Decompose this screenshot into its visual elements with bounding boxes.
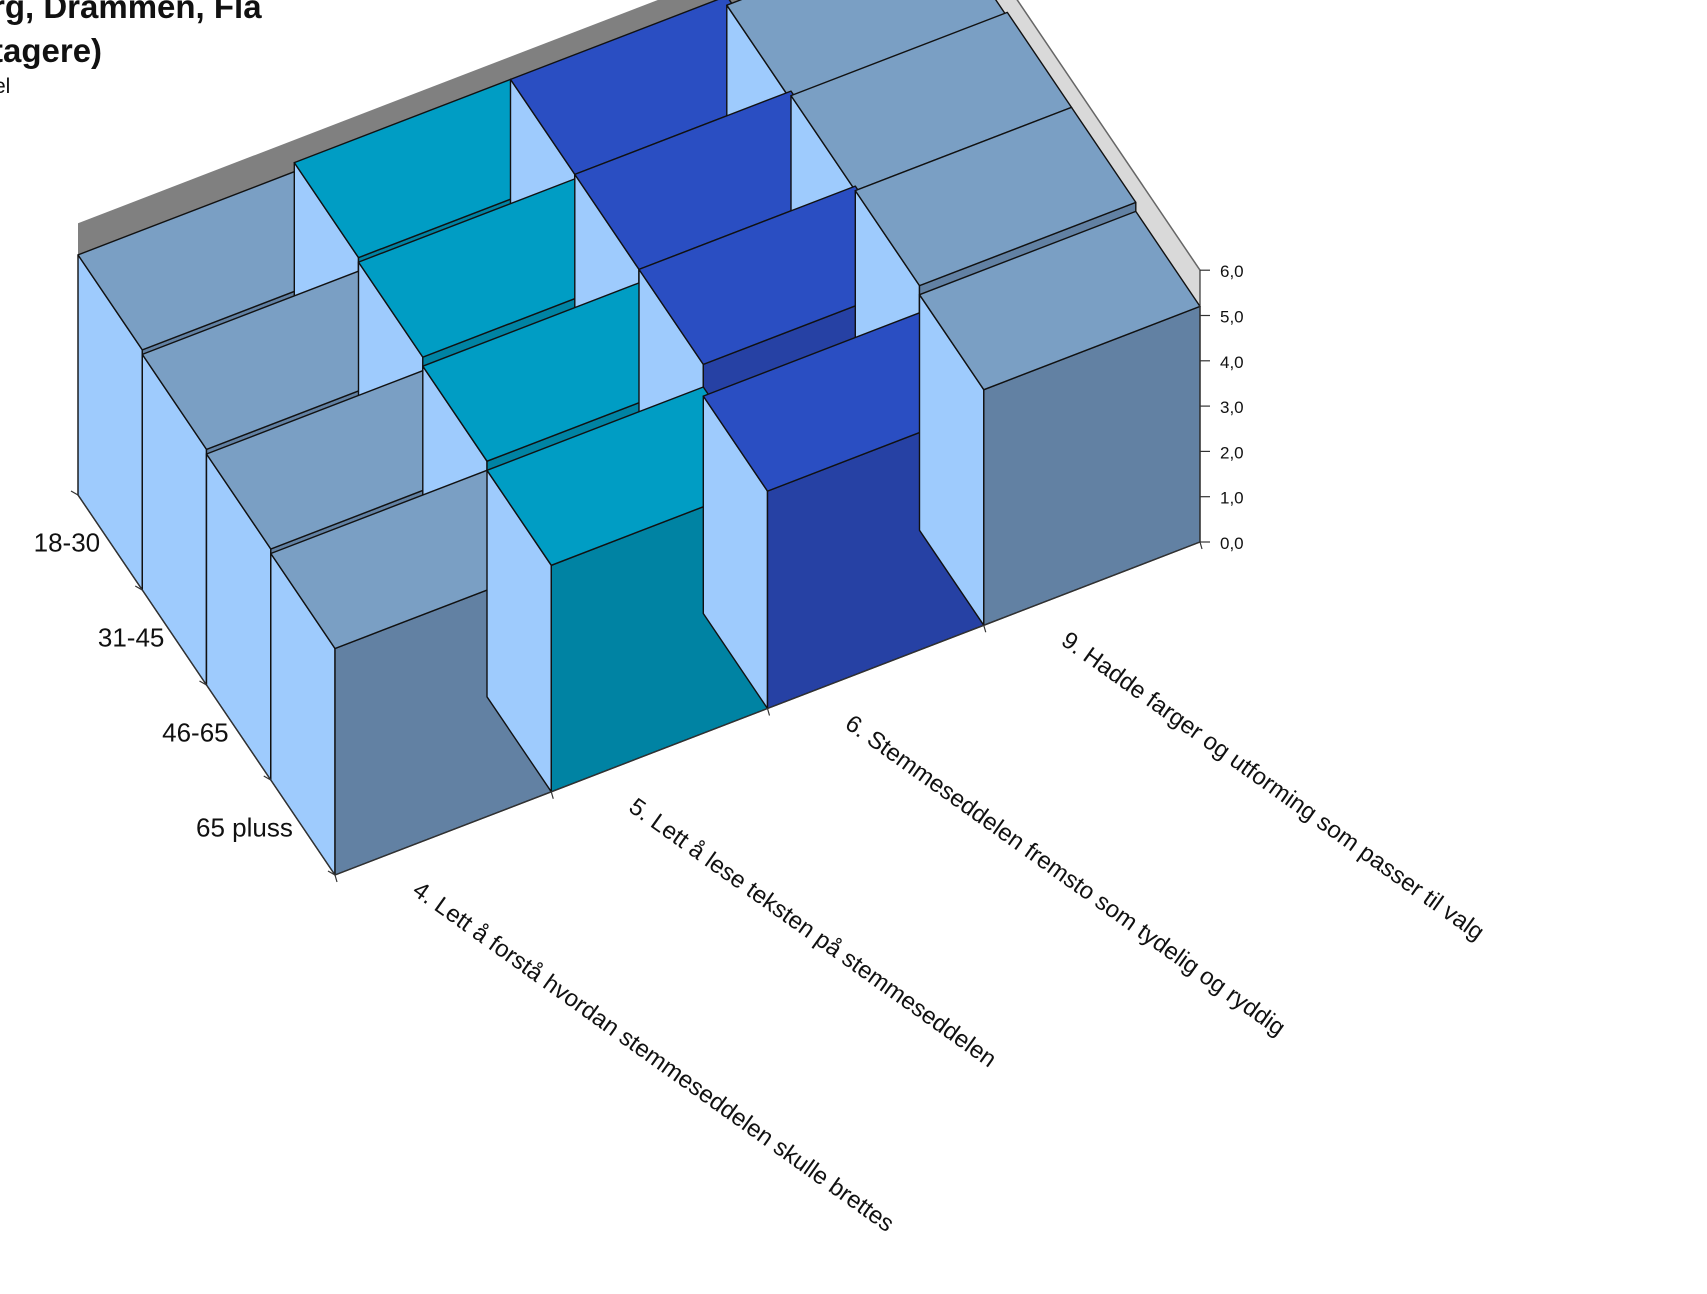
value-tick-label: 3,0 bbox=[1220, 398, 1244, 417]
depth-tick bbox=[327, 870, 336, 876]
value-tick-label: 1,0 bbox=[1220, 489, 1244, 508]
chart-bars bbox=[77, 0, 1201, 876]
chart-title-line-1: rg, Drammen, Fla bbox=[0, 0, 262, 25]
value-tick-label: 5,0 bbox=[1220, 308, 1244, 327]
depth-tick bbox=[70, 490, 79, 496]
category-label-2: 5. Lett å lese teksten på stemmeseddelen bbox=[624, 793, 1001, 1073]
side-wall-top-edge bbox=[1016, 0, 1201, 271]
depth-label-18-30: 18-30 bbox=[34, 528, 101, 558]
chart-subtitle: el bbox=[0, 75, 11, 98]
value-tick-label: 4,0 bbox=[1220, 353, 1244, 372]
category-tick bbox=[334, 874, 338, 883]
chart-title-line-2: tagere) bbox=[0, 32, 103, 69]
category-tick bbox=[1199, 541, 1203, 550]
depth-tick bbox=[134, 585, 143, 591]
depth-label-31-45: 31-45 bbox=[98, 623, 165, 653]
value-tick-label: 6,0 bbox=[1220, 262, 1244, 281]
bar-top-face bbox=[854, 106, 1137, 287]
depth-tick bbox=[263, 775, 272, 781]
value-tick-label: 0,0 bbox=[1220, 534, 1244, 553]
depth-label-65-pluss: 65 pluss bbox=[196, 813, 293, 843]
category-tick bbox=[766, 708, 771, 716]
category-tick bbox=[550, 791, 554, 799]
bar-65-pluss-4 bbox=[918, 210, 1201, 626]
depth-label-46-65: 46-65 bbox=[162, 718, 229, 748]
depth-tick bbox=[199, 680, 207, 686]
value-tick-label: 2,0 bbox=[1220, 443, 1244, 462]
category-tick bbox=[983, 625, 987, 633]
